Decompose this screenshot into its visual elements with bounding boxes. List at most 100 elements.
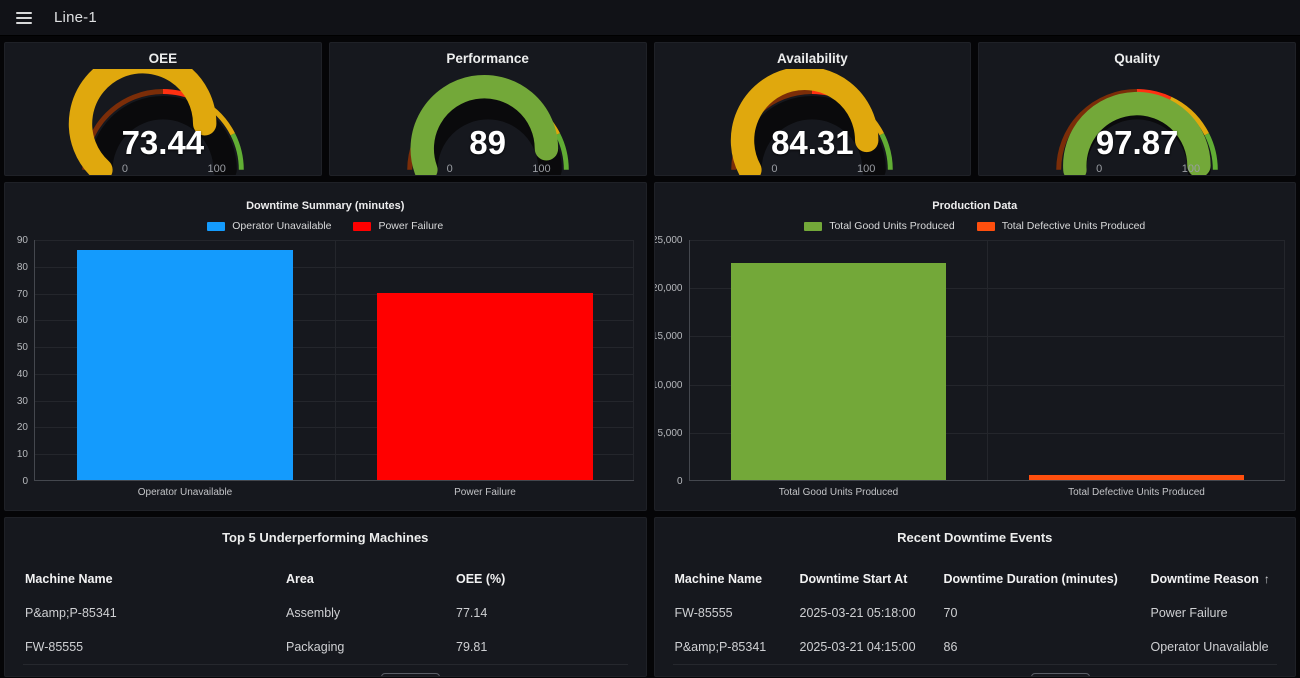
table-pagination-button[interactable]	[1030, 673, 1090, 676]
legend-label: Total Defective Units Produced	[1001, 220, 1146, 232]
table: Machine Name Downtime Start At Downtime Du…	[675, 562, 1276, 664]
performance-gauge	[406, 74, 569, 175]
legend-label: Power Failure	[378, 220, 444, 232]
column-header-machine-name[interactable]: Machine Name	[674, 572, 763, 586]
table-cell: FW-85555	[25, 640, 84, 654]
y-axis-tick-label: 25,000	[653, 235, 683, 246]
table-cell: 2025-03-21 05:18:00	[799, 606, 916, 620]
legend-swatch-icon	[976, 221, 995, 231]
table-cell: 86	[943, 640, 958, 654]
table-cell: P&amp;P-85341	[25, 606, 117, 620]
gauge-title: Quality	[1114, 51, 1160, 66]
table-row: P&amp;P-85341 2025-03-21 04:15:00 86 Operat…	[675, 630, 1276, 664]
column-header-area[interactable]: Area	[286, 572, 314, 586]
table-footer-divider	[23, 664, 628, 665]
table-pagination-button[interactable]	[381, 673, 440, 676]
gauge-title: Availability	[776, 51, 848, 66]
y-axis-tick-label: 40	[16, 368, 28, 380]
table-cell: 70	[943, 606, 958, 620]
gridline	[987, 240, 988, 480]
x-axis-category-label: Total Defective Units Produced	[1068, 487, 1205, 498]
x-axis-category-label: Power Failure	[454, 487, 516, 498]
column-header-oee[interactable]: OEE (%)	[456, 572, 506, 586]
y-axis-tick-label: 0	[676, 476, 683, 487]
oee-gauge	[68, 69, 244, 175]
chart-legend: Total Good Units Produced Total Defective…	[655, 220, 1296, 232]
legend-item-operator-unavailable[interactable]: Operator Unavailable	[207, 220, 331, 232]
y-axis-tick-label: 30	[16, 395, 28, 407]
column-header-downtime-reason[interactable]: Downtime Reason ↑	[1150, 572, 1270, 586]
y-axis-tick-label: 10	[16, 449, 28, 461]
table-cell: 77.14	[456, 606, 488, 620]
gauge-min-label: 0	[446, 163, 453, 175]
gauge-panel-availability: Availability 84.31 0 100	[653, 42, 972, 176]
chart-title: Downtime Summary (minutes)	[246, 200, 405, 212]
gauge-title: OEE	[148, 51, 178, 66]
gauge-max-label: 100	[1181, 163, 1201, 175]
sort-ascending-icon: ↑	[1263, 572, 1270, 586]
quality-gauge	[1056, 89, 1218, 175]
gridline	[334, 240, 336, 480]
bar-total-good-units-produced[interactable]	[731, 263, 946, 480]
x-axis-category-label: Operator Unavailable	[137, 487, 233, 498]
table-row: FW-85555 2025-03-21 05:18:00 70 Power Failu…	[675, 596, 1276, 630]
gauge-title: Performance	[446, 51, 529, 66]
recent-downtime-events-table-panel: Recent Downtime Events Machine Name Downt…	[653, 517, 1296, 677]
y-axis-tick-label: 5,000	[657, 427, 683, 439]
bar-total-defective-units-produced[interactable]	[1029, 475, 1244, 480]
table-header-row: Machine Name Area OEE (%)	[25, 562, 626, 596]
y-axis-tick-label: 15,000	[653, 331, 683, 343]
chart-plot-area: 90 80 70 60 50 40 30 20 10 0 Operator Unavailable P…	[17, 235, 634, 498]
dashboard-content: OEE 73.44 0 100 Performance 89 0 100 Ava…	[0, 36, 1300, 677]
chart-legend: Operator Unavailable Power Failure	[5, 220, 646, 232]
gauge-max-label: 100	[532, 163, 551, 175]
downtime-summary-chart-panel: Downtime Summary (minutes) Operator Unav…	[4, 182, 647, 511]
production-data-chart-panel: Production Data Total Good Units Produce…	[653, 182, 1296, 511]
gridline	[633, 240, 634, 480]
y-axis-tick-label: 20	[16, 422, 28, 434]
gauge-min-label: 0	[1096, 163, 1103, 175]
bar-power-failure[interactable]	[377, 292, 593, 480]
legend-swatch-icon	[207, 221, 226, 231]
table-title: Top 5 Underperforming Machines	[222, 530, 429, 545]
gauge-max-label: 100	[857, 163, 876, 175]
underperforming-machines-table-panel: Top 5 Underperforming Machines Machine N…	[4, 517, 647, 677]
gauge-row: OEE 73.44 0 100 Performance 89 0 100 Ava…	[4, 42, 1296, 176]
table: Machine Name Area OEE (%) P&amp;P-85341 Asse…	[25, 562, 626, 664]
table-header-row: Machine Name Downtime Start At Downtime Du…	[675, 562, 1276, 596]
table-row: P&amp;P-85341 Assembly 77.14	[25, 596, 626, 630]
table-cell: FW-85555	[674, 606, 733, 620]
table-footer-divider	[672, 664, 1277, 665]
column-header-downtime-start-at[interactable]: Downtime Start At	[799, 572, 908, 586]
legend-label: Operator Unavailable	[232, 220, 332, 232]
table-cell: P&amp;P-85341	[674, 640, 767, 654]
y-axis-tick-label: 80	[16, 261, 28, 273]
gauge-panel-performance: Performance 89 0 100	[328, 42, 647, 176]
availability-gauge	[731, 69, 894, 175]
table-cell: Assembly	[286, 606, 341, 620]
chart-title: Production Data	[932, 200, 1018, 212]
legend-item-total-good-units-produced[interactable]: Total Good Units Produced	[804, 220, 955, 232]
gridline	[1283, 240, 1285, 480]
y-axis-tick-label: 20,000	[653, 283, 683, 295]
gauge-value: 84.31	[771, 124, 854, 161]
legend-item-total-defective-units-produced[interactable]: Total Defective Units Produced	[976, 220, 1146, 232]
legend-item-power-failure[interactable]: Power Failure	[353, 220, 443, 232]
table-cell: Power Failure	[1150, 606, 1228, 620]
table-title: Recent Downtime Events	[897, 530, 1053, 545]
bar-operator-unavailable[interactable]	[77, 249, 293, 480]
y-axis-tick-label: 90	[16, 235, 28, 246]
legend-swatch-icon	[804, 221, 823, 231]
legend-swatch-icon	[353, 221, 372, 231]
hamburger-menu-icon[interactable]	[10, 4, 38, 32]
y-axis-tick-label: 10,000	[653, 379, 683, 391]
gauge-panel-quality: Quality 97.87 0 100	[978, 42, 1296, 176]
x-axis-category-label: Total Good Units Produced	[778, 487, 899, 498]
table-cell: 79.81	[456, 640, 488, 654]
gauge-value: 73.44	[121, 124, 205, 161]
gauge-value: 89	[469, 124, 506, 161]
y-axis-tick-label: 50	[16, 342, 28, 354]
column-header-machine-name[interactable]: Machine Name	[25, 572, 113, 586]
column-header-downtime-duration-minutes[interactable]: Downtime Duration (minutes)	[943, 572, 1118, 586]
table-row: FW-85555 Packaging 79.81	[25, 630, 626, 664]
